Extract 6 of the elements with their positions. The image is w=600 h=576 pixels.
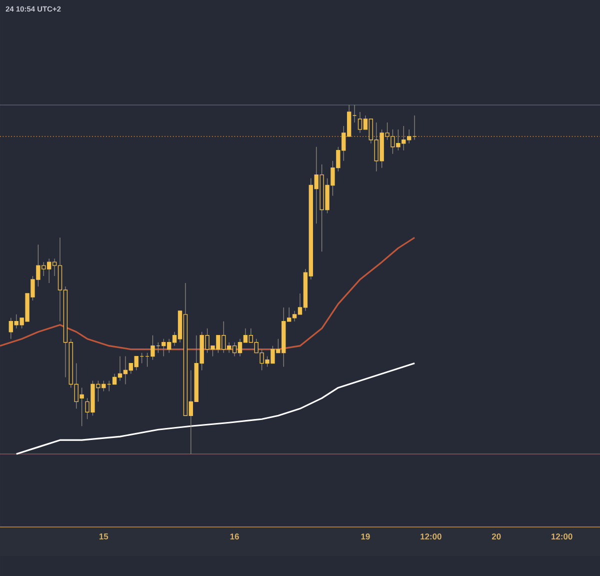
x-tick-label: 12:00 <box>552 534 572 540</box>
x-tick-label: 15 <box>99 534 108 540</box>
x-tick-label: 16 <box>230 534 239 540</box>
x-tick-label: 19 <box>361 534 370 540</box>
x-tick-label: 12:00 <box>420 534 442 540</box>
x-tick-label: 20 <box>492 534 501 540</box>
